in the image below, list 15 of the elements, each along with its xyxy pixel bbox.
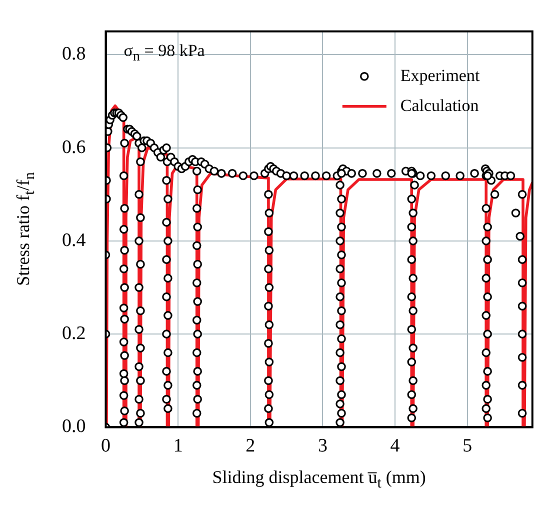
x-tick-label: 5 xyxy=(462,436,472,457)
y-tick-label: 0.8 xyxy=(62,44,86,65)
x-tick-label: 0 xyxy=(101,436,110,457)
y-tick-label: 0.4 xyxy=(62,230,86,251)
y-tick-label: 0.0 xyxy=(62,416,86,438)
y-tick-label: 0.2 xyxy=(62,323,86,344)
x-tick-label: 1 xyxy=(173,436,183,457)
annotation: σ$_{n}$ = 98 kPa xyxy=(124,41,205,66)
legend-label: Experiment xyxy=(400,66,480,85)
x-tick-label: 3 xyxy=(318,436,328,457)
y-tick-label: 0.6 xyxy=(62,136,86,158)
legend-label: Calculation xyxy=(400,96,480,115)
x-tick-label: 2 xyxy=(246,436,256,457)
x-tick-label: 4 xyxy=(390,436,400,457)
x-axis-title: Sliding displacement u̅$_{t}$ (mm) xyxy=(211,467,427,493)
